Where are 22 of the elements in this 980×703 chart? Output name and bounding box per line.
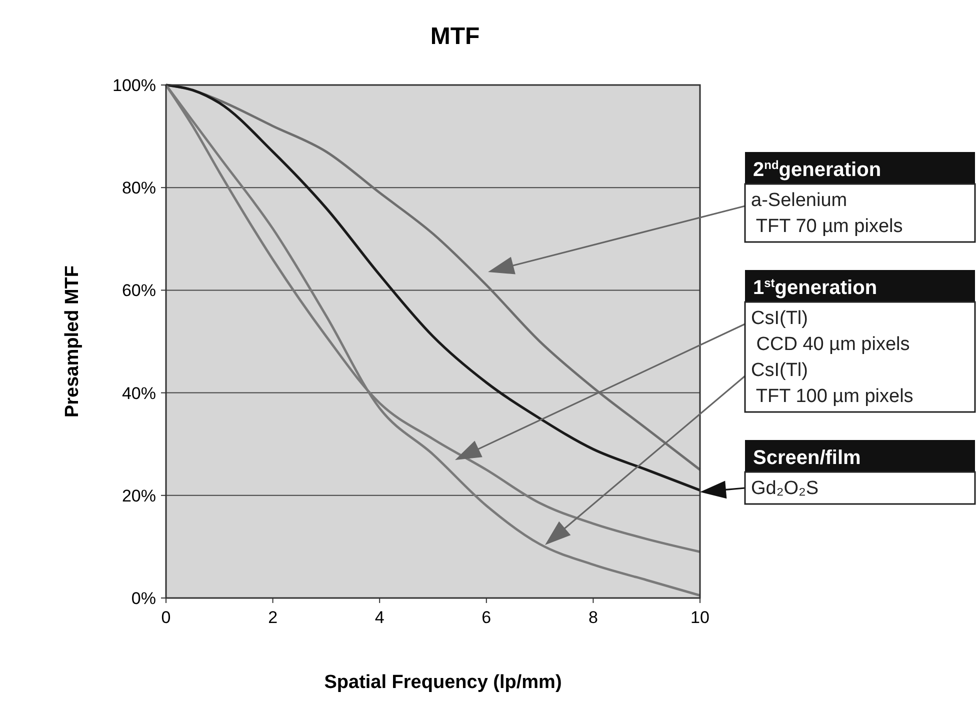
y-axis-title: Presampled MTF bbox=[62, 265, 83, 418]
y-tick-label: 100% bbox=[112, 76, 156, 95]
y-tick-label: 0% bbox=[131, 588, 156, 608]
x-axis-title: Spatial Frequency (lp/mm) bbox=[324, 672, 562, 693]
text: CsI(Tl) TFT 100 µm pixels bbox=[751, 360, 914, 407]
x-tick-label: 8 bbox=[588, 608, 598, 627]
text: 2$^{nd}$generation bbox=[753, 158, 882, 181]
x-tick-label: 10 bbox=[690, 608, 710, 627]
text: Screen/film bbox=[753, 447, 861, 469]
text: CsI(Tl) CCD 40 µm pixels bbox=[751, 308, 910, 355]
y-tick-label: 40% bbox=[122, 384, 156, 403]
y-tick-label: 80% bbox=[122, 178, 156, 198]
text: Gd₂O₂S bbox=[751, 478, 819, 499]
y-tick-label: 20% bbox=[122, 486, 156, 506]
chart-title: MTF bbox=[430, 23, 480, 50]
text: a-Selenium TFT 70 µm pixels bbox=[751, 190, 903, 237]
x-tick-label: 6 bbox=[482, 608, 492, 627]
x-tick-label: 2 bbox=[268, 608, 278, 627]
y-tick-label: 60% bbox=[122, 281, 156, 300]
text: 1$^{st}$generation bbox=[753, 276, 878, 299]
x-tick-label: 0 bbox=[161, 608, 171, 627]
x-tick-label: 4 bbox=[374, 608, 384, 627]
